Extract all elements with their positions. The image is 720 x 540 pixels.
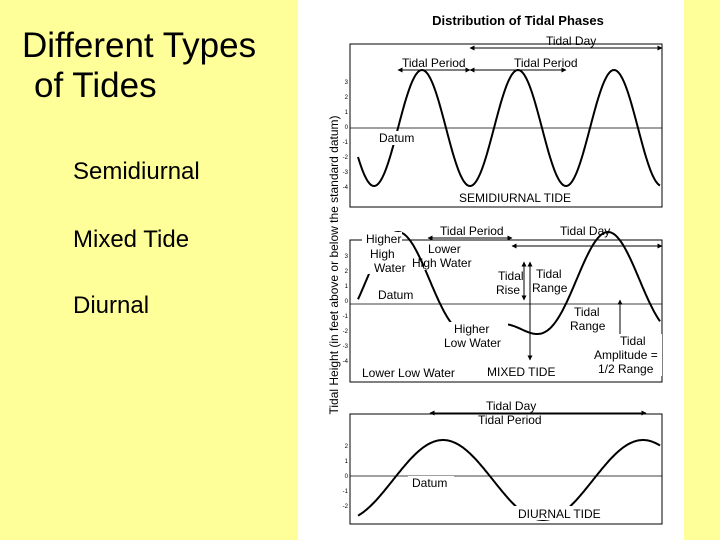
mixed-panel: 3 2 1 0 -1 -2 -3 -4 Tidal Day Tidal Period High… <box>343 224 663 383</box>
mixed-higher-low-water-label: Higher Low Water <box>444 322 501 350</box>
mixed-lower-low-water-bg <box>360 366 460 380</box>
mixed-datum-bg <box>374 288 418 302</box>
tick-label: -1 <box>343 489 349 495</box>
mixed-lower-high-water-bg <box>424 242 496 270</box>
mixed-amplitude-bg <box>592 334 662 376</box>
mixed-tidal-range-2-label: Tidal Range <box>570 305 606 333</box>
mixed-lower-high-water-label: Lower High Water <box>412 242 472 270</box>
tick-label: 0 <box>345 474 349 480</box>
mixed-higher-high-water-bg <box>362 232 402 274</box>
title-line-1: Different Types <box>22 26 257 65</box>
mixed-tidal-period-label: Tidal Period <box>440 224 504 238</box>
tick-label: -1 <box>343 314 349 320</box>
bullet-mixed-tide: Mixed Tide <box>73 226 190 253</box>
tick-label: 0 <box>345 299 349 305</box>
bullet-diurnal: Diurnal <box>73 292 150 319</box>
semidiurnal-tidal-day-label: Tidal Day <box>546 34 596 48</box>
tick-label: 3 <box>345 254 349 260</box>
mixed-higher-high-water-label: Higher High Water <box>366 232 406 275</box>
diurnal-tidal-day-label: Tidal Day <box>486 399 536 413</box>
semidiurnal-tidal-period-label-2: Tidal Period <box>514 56 578 70</box>
tick-label: -3 <box>343 344 349 350</box>
mixed-tidal-amplitude-label: Tidal Amplitude = 1/2 Range <box>594 334 661 376</box>
semidiurnal-curve <box>357 68 661 188</box>
mixed-tidal-rise-label: Tidal Rise <box>496 269 527 297</box>
tick-label: -3 <box>343 170 349 176</box>
mixed-datum-label: Datum <box>378 288 413 302</box>
semidiurnal-frame <box>349 43 663 208</box>
tick-label: -1 <box>343 140 349 146</box>
diurnal-ticks: 2 1 0 -1 -2 <box>343 444 349 510</box>
diurnal-tide-label: DIURNAL TIDE <box>518 507 601 521</box>
figure-title: Distribution of Tidal Phases <box>432 13 604 28</box>
diurnal-datum-label: Datum <box>412 476 447 490</box>
semidiurnal-panel: 3 2 1 0 -1 -2 -3 -4 Tidal Day Tidal Period Tida… <box>343 34 663 208</box>
mixed-tide-label: MIXED TIDE <box>487 365 555 379</box>
tidal-phases-figure: Distribution of Tidal Phases Tidal Heigh… <box>298 0 684 540</box>
tick-label: 2 <box>345 95 349 101</box>
mixed-tidal-rise-bg <box>494 266 526 298</box>
tick-label: -2 <box>343 504 349 510</box>
tidal-phases-diagram: Distribution of Tidal Phases Tidal Heigh… <box>327 13 663 525</box>
semidiurnal-datum-label: Datum <box>379 131 414 145</box>
tick-label: 3 <box>345 80 349 86</box>
mixed-curve <box>357 230 661 335</box>
tick-label: 0 <box>345 125 349 131</box>
tick-label: 2 <box>345 269 349 275</box>
diurnal-panel: 2 1 0 -1 -2 Tidal Day Tidal Period Datum DIU… <box>343 399 663 525</box>
tick-label: 1 <box>345 110 349 116</box>
tick-label: 1 <box>345 284 349 290</box>
tick-label: -2 <box>343 329 349 335</box>
semidiurnal-tidal-period-label-1: Tidal Period <box>402 56 466 70</box>
tick-label: -4 <box>343 359 349 365</box>
semidiurnal-ticks: 3 2 1 0 -1 -2 -3 -4 <box>343 80 349 191</box>
y-axis-label: Tidal Height (in feet above or below the… <box>327 115 341 414</box>
title-line-2: of Tides <box>34 66 157 105</box>
tick-label: -2 <box>343 155 349 161</box>
diurnal-datum-bg <box>408 476 454 490</box>
slide-title: Different Types of Tides <box>22 26 302 106</box>
mixed-lower-low-water-label: Lower Low Water <box>362 366 455 380</box>
bullet-semidiurnal: Semidiurnal <box>73 158 200 185</box>
semidiurnal-tide-label: SEMIDIURNAL TIDE <box>459 191 571 205</box>
tick-label: -4 <box>343 185 349 191</box>
mixed-higher-low-water-bg <box>444 322 508 350</box>
tick-label: 2 <box>345 444 349 450</box>
diurnal-tidal-period-label: Tidal Period <box>478 413 542 427</box>
semidiurnal-label-bg <box>456 190 584 204</box>
mixed-tidal-range-label: Tidal Range <box>532 267 568 295</box>
semidiurnal-datum-label-bg <box>376 131 418 145</box>
diurnal-label-bg <box>514 506 618 520</box>
mixed-label-bg <box>484 364 568 378</box>
diurnal-curve <box>357 439 661 521</box>
tick-label: 1 <box>345 459 349 465</box>
mixed-tidal-day-label: Tidal Day <box>560 224 610 238</box>
mixed-ticks: 3 2 1 0 -1 -2 -3 -4 <box>343 254 349 365</box>
